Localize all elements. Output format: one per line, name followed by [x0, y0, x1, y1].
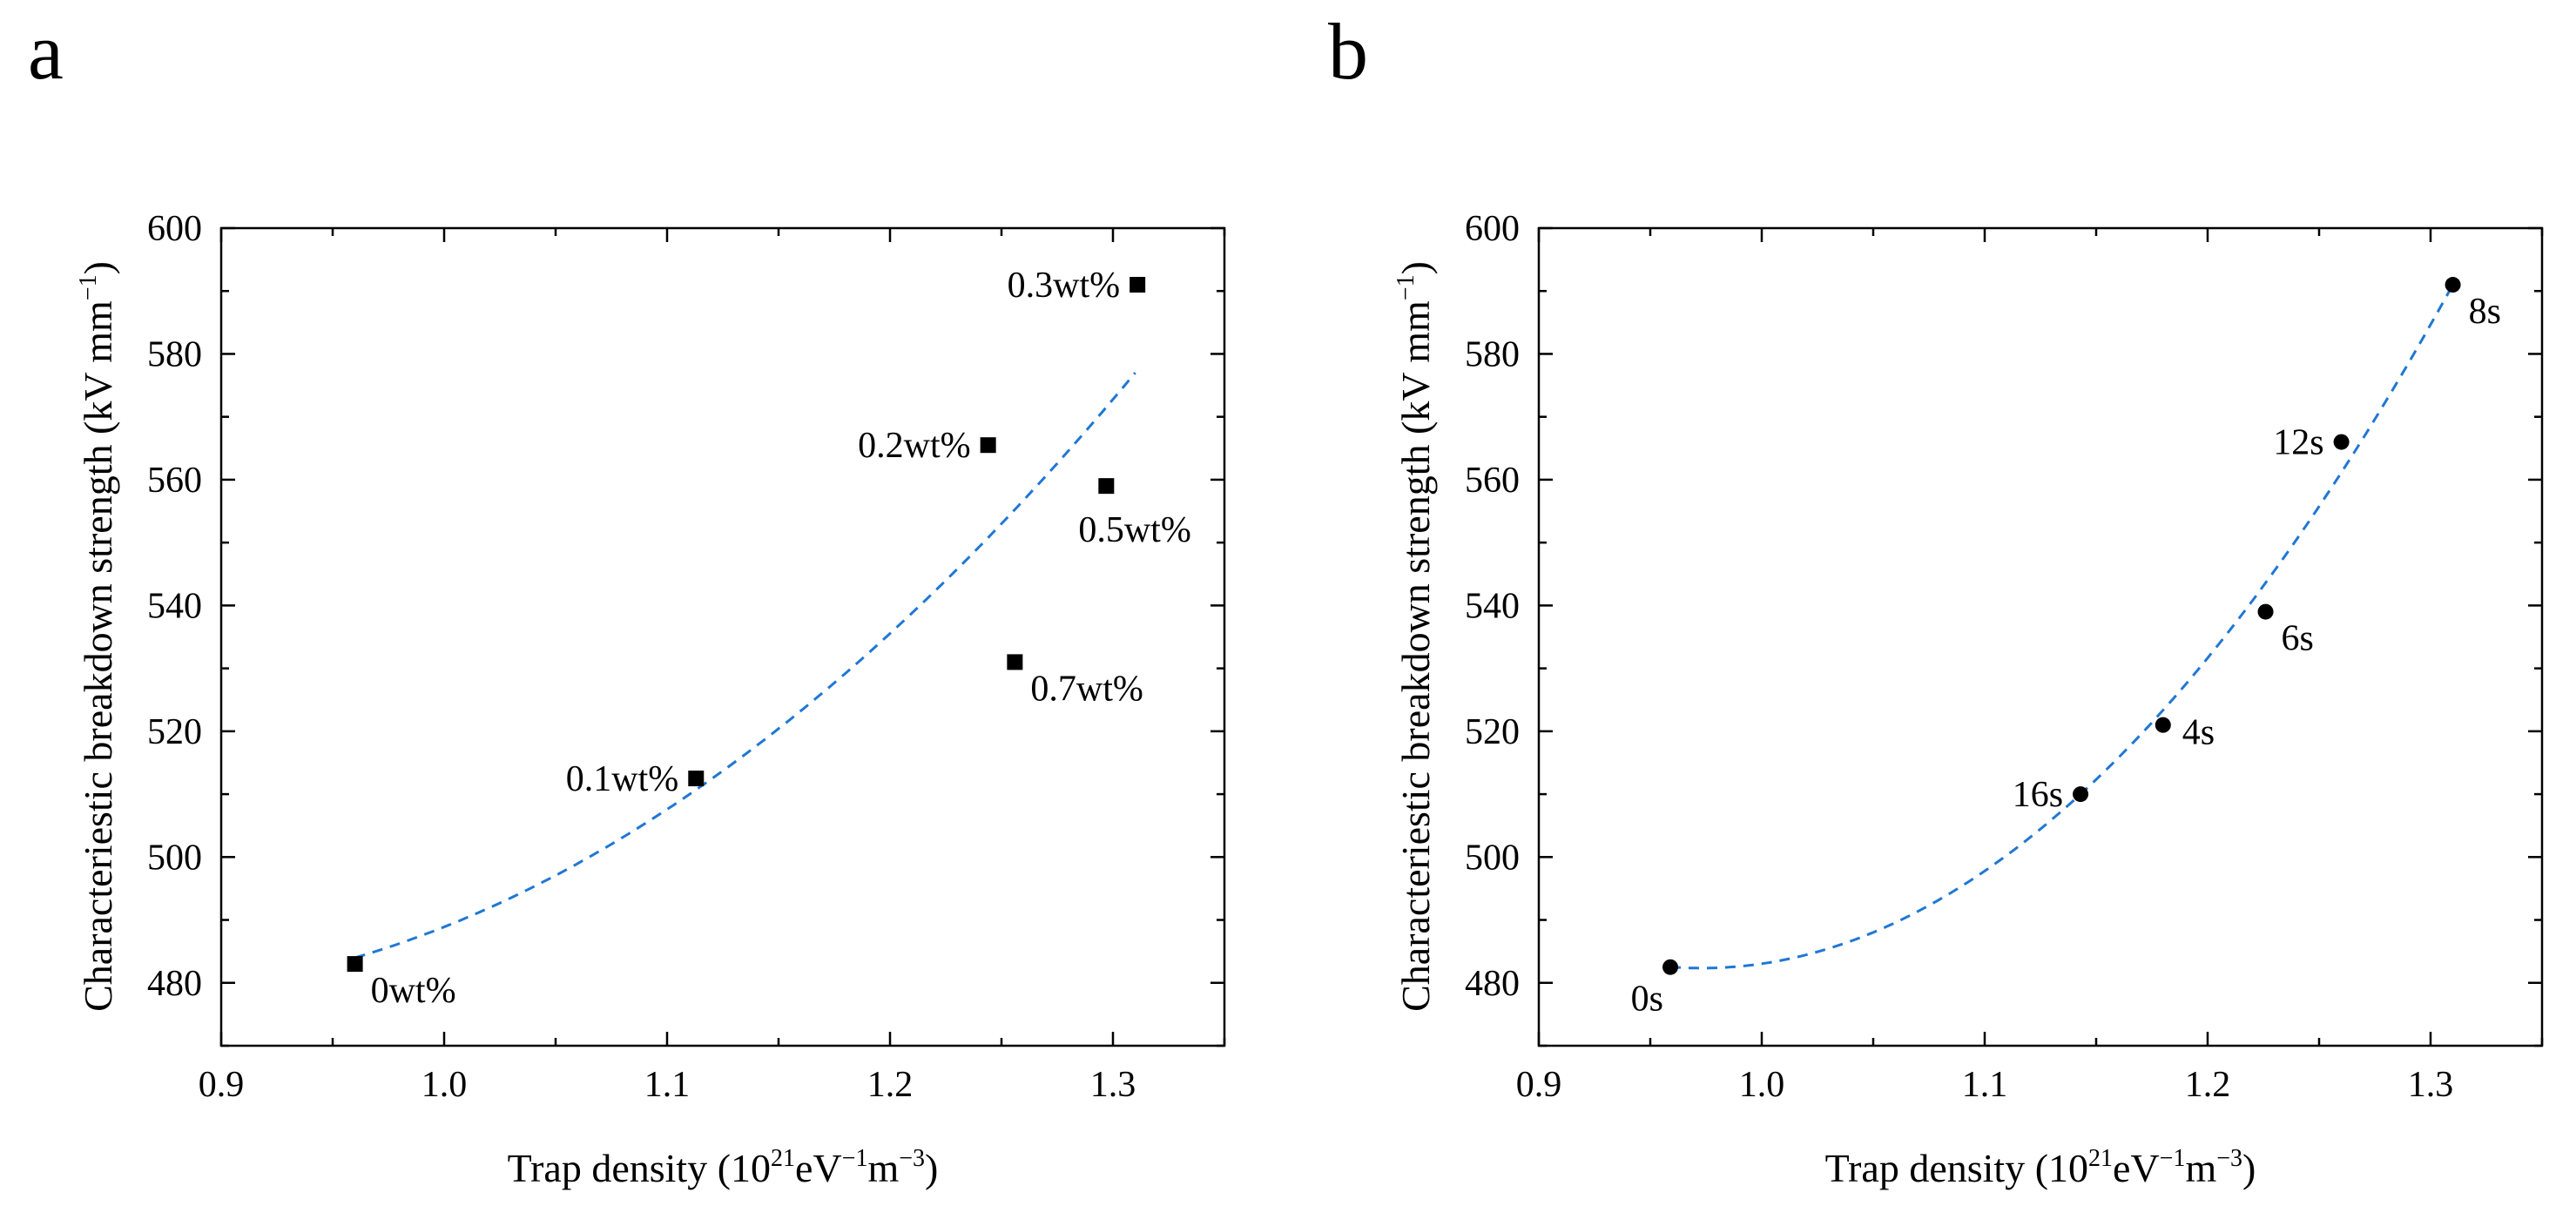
x-tick-label: 1.2	[2185, 1065, 2231, 1105]
data-point	[2333, 434, 2350, 450]
x-tick-label: 1.0	[1739, 1065, 1785, 1105]
data-label: 0.5wt%	[1078, 510, 1191, 550]
panel-b: b 0.9 1.0 1.1 1.2 1.3 480 500 520 540 560 580 600 0…	[1328, 7, 2544, 1190]
y-tick-label: 540	[147, 586, 202, 626]
data-point	[1130, 277, 1146, 293]
data-label: 0s	[1631, 980, 1663, 1020]
data-point	[980, 437, 996, 454]
data-point	[2155, 717, 2171, 733]
y-tick-label: 480	[147, 964, 202, 1004]
data-label: 0.2wt%	[858, 426, 971, 466]
y-tick-label: 520	[147, 712, 202, 752]
fit-curve-group-a	[354, 372, 1136, 960]
y-tick-label: 580	[1465, 334, 1520, 374]
data-label: 0.1wt%	[566, 759, 679, 799]
data-label: 0wt%	[371, 971, 456, 1011]
data-label: 16s	[2013, 775, 2063, 815]
points-a: 0wt% 0.1wt% 0.2wt% 0.3wt% 0.5wt% 0.7wt%	[347, 266, 1191, 1011]
ticks-a: 0.9 1.0 1.1 1.2 1.3 480 500 520 540 560 580 600	[147, 209, 1226, 1105]
y-tick-label: 580	[147, 334, 202, 374]
fit-curve-group-b	[1669, 284, 2454, 970]
y-tick-label: 500	[1465, 838, 1520, 878]
data-label: 4s	[2182, 713, 2215, 753]
x-tick-label: 0.9	[199, 1065, 245, 1105]
y-tick-label: 500	[147, 838, 202, 878]
x-tick-label: 1.1	[644, 1065, 691, 1105]
x-axis-title-b: Trap density (1021eV−1m−3)	[1825, 1145, 2256, 1190]
y-tick-label: 560	[147, 461, 202, 501]
y-tick-label: 560	[1465, 461, 1520, 501]
y-tick-label: 600	[1465, 209, 1520, 249]
data-point	[1662, 959, 1679, 975]
data-label: 0.7wt%	[1030, 669, 1143, 709]
panel-a: a 0.9 1.0 1.1 1.2 1.3 480 500 520 540 560 580 600 0…	[28, 7, 1226, 1190]
plot-frame-b	[1537, 226, 2544, 1047]
x-tick-label: 1.0	[421, 1065, 468, 1105]
data-label: 12s	[2273, 423, 2323, 463]
points-b: 0s 16s 4s 6s 12s 8s	[1631, 277, 2501, 1020]
panel-letter-a: a	[28, 7, 64, 96]
data-point	[1007, 654, 1023, 670]
data-label: 0.3wt%	[1008, 266, 1121, 306]
fit-curve	[354, 372, 1136, 960]
data-label: 6s	[2282, 619, 2314, 659]
plot-frame-a	[219, 226, 1226, 1047]
data-point	[2073, 786, 2089, 803]
y-tick-label: 480	[1465, 964, 1520, 1004]
data-point	[1098, 478, 1115, 495]
x-tick-label: 0.9	[1516, 1065, 1562, 1105]
y-axis-title-b: Characteriestic breakdown strength (kV m…	[1393, 261, 1438, 1012]
x-tick-label: 1.1	[1962, 1065, 2008, 1105]
x-tick-label: 1.2	[867, 1065, 914, 1105]
data-point	[2257, 603, 2274, 620]
fit-curve	[1669, 284, 2454, 970]
x-tick-label: 1.3	[2408, 1065, 2454, 1105]
x-axis-title-a: Trap density (1021eV−1m−3)	[508, 1145, 939, 1190]
data-point	[347, 956, 363, 973]
data-point	[2445, 277, 2461, 293]
y-tick-label: 520	[1465, 712, 1520, 752]
y-tick-label: 600	[147, 209, 202, 249]
panel-letter-b: b	[1328, 7, 1368, 96]
y-tick-label: 540	[1465, 586, 1520, 626]
x-tick-label: 1.3	[1090, 1065, 1136, 1105]
y-axis-title-a: Characteriestic breakdown strength (kV m…	[75, 261, 120, 1012]
data-label: 8s	[2469, 292, 2501, 332]
data-point	[688, 771, 705, 787]
ticks-b: 0.9 1.0 1.1 1.2 1.3 480 500 520 540 560 580 600	[1465, 209, 2544, 1105]
